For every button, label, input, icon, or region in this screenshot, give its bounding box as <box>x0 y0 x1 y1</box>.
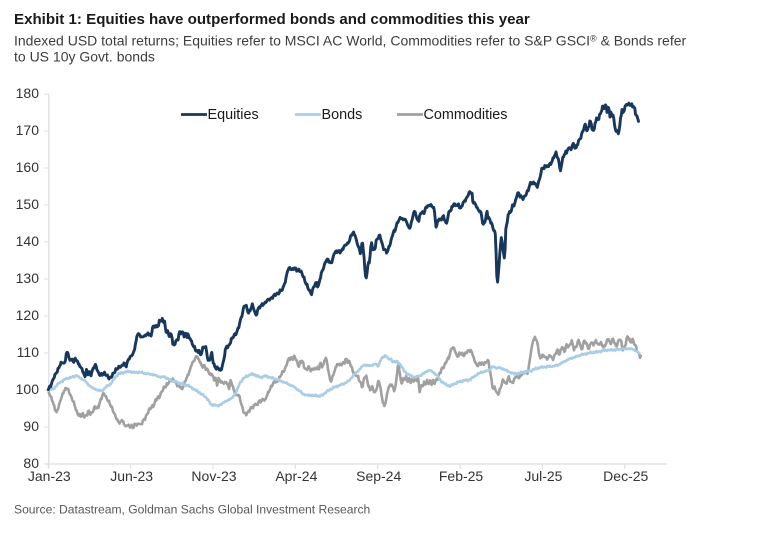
svg-text:160: 160 <box>16 159 40 175</box>
svg-text:Jul-25: Jul-25 <box>524 468 562 484</box>
svg-text:Dec-25: Dec-25 <box>603 468 648 484</box>
svg-text:Jan-23: Jan-23 <box>28 468 71 484</box>
svg-text:Equities: Equities <box>208 107 259 123</box>
svg-text:Exhibit 1: Equities have outpe: Exhibit 1: Equities have outperformed bo… <box>14 11 530 28</box>
svg-text:90: 90 <box>23 418 39 434</box>
svg-text:100: 100 <box>16 381 40 397</box>
svg-text:Sep-24: Sep-24 <box>356 468 401 484</box>
svg-text:Jun-23: Jun-23 <box>110 468 153 484</box>
svg-text:to US 10y Govt. bonds: to US 10y Govt. bonds <box>14 49 155 65</box>
svg-text:180: 180 <box>16 85 40 101</box>
svg-text:150: 150 <box>16 196 40 212</box>
svg-text:Source: Datastream, Goldman Sa: Source: Datastream, Goldman Sachs Global… <box>14 503 370 517</box>
svg-text:Indexed USD total returns; Equ: Indexed USD total returns; Equities refe… <box>14 33 687 49</box>
svg-text:120: 120 <box>16 307 40 323</box>
svg-text:Commodities: Commodities <box>424 107 508 123</box>
svg-text:140: 140 <box>16 233 40 249</box>
svg-text:130: 130 <box>16 270 40 286</box>
svg-text:Apr-24: Apr-24 <box>275 468 317 484</box>
svg-text:Nov-23: Nov-23 <box>191 468 236 484</box>
svg-text:80: 80 <box>23 455 39 471</box>
svg-text:110: 110 <box>17 344 40 360</box>
svg-text:Bonds: Bonds <box>322 107 363 123</box>
svg-text:Feb-25: Feb-25 <box>439 468 484 484</box>
svg-text:170: 170 <box>16 122 40 138</box>
